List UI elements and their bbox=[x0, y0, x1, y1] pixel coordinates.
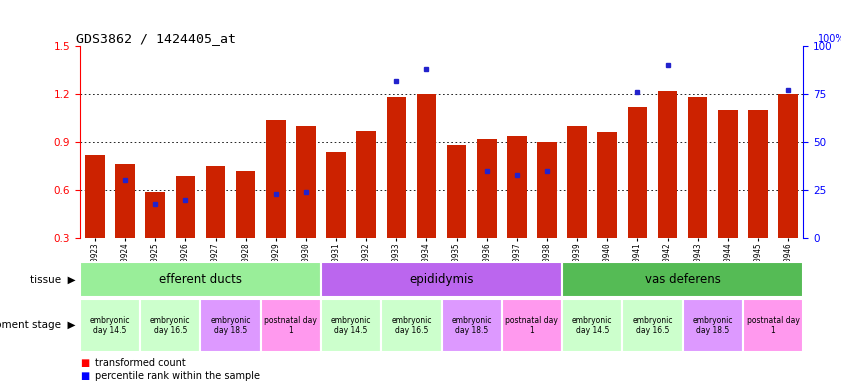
Bar bbox=[622, 299, 683, 352]
Bar bbox=[477, 139, 496, 238]
Text: embryonic
day 18.5: embryonic day 18.5 bbox=[692, 316, 733, 335]
Bar bbox=[748, 110, 768, 238]
Bar bbox=[387, 97, 406, 238]
Bar bbox=[200, 299, 261, 352]
Bar bbox=[447, 145, 467, 238]
Text: development stage  ▶: development stage ▶ bbox=[0, 320, 76, 331]
Bar bbox=[85, 155, 105, 238]
Bar bbox=[507, 136, 526, 238]
Bar bbox=[80, 299, 140, 352]
Text: embryonic
day 16.5: embryonic day 16.5 bbox=[150, 316, 191, 335]
Bar bbox=[568, 126, 587, 238]
Bar bbox=[296, 126, 315, 238]
Text: embryonic
day 14.5: embryonic day 14.5 bbox=[331, 316, 372, 335]
Text: embryonic
day 16.5: embryonic day 16.5 bbox=[391, 316, 431, 335]
Bar bbox=[778, 94, 798, 238]
Text: tissue  ▶: tissue ▶ bbox=[30, 274, 76, 285]
Bar bbox=[688, 97, 707, 238]
Text: embryonic
day 16.5: embryonic day 16.5 bbox=[632, 316, 673, 335]
Bar bbox=[562, 299, 622, 352]
Bar bbox=[416, 94, 436, 238]
Bar bbox=[627, 107, 648, 238]
Text: postnatal day
1: postnatal day 1 bbox=[505, 316, 558, 335]
Text: epididymis: epididymis bbox=[410, 273, 473, 286]
Bar bbox=[442, 299, 502, 352]
Text: GDS3862 / 1424405_at: GDS3862 / 1424405_at bbox=[77, 32, 236, 45]
Bar bbox=[115, 164, 135, 238]
Text: embryonic
day 18.5: embryonic day 18.5 bbox=[452, 316, 492, 335]
Bar bbox=[235, 171, 256, 238]
Bar bbox=[537, 142, 557, 238]
Bar bbox=[321, 299, 381, 352]
Bar bbox=[140, 299, 200, 352]
Text: postnatal day
1: postnatal day 1 bbox=[264, 316, 317, 335]
Bar bbox=[326, 152, 346, 238]
Text: percentile rank within the sample: percentile rank within the sample bbox=[95, 371, 260, 381]
Text: postnatal day
1: postnatal day 1 bbox=[747, 316, 800, 335]
Bar bbox=[502, 299, 562, 352]
Text: ■: ■ bbox=[80, 371, 89, 381]
Text: efferent ducts: efferent ducts bbox=[159, 273, 242, 286]
Text: vas deferens: vas deferens bbox=[645, 273, 721, 286]
Bar bbox=[381, 299, 442, 352]
Bar bbox=[80, 262, 321, 297]
Bar bbox=[743, 299, 803, 352]
Bar bbox=[562, 262, 803, 297]
Bar bbox=[357, 131, 376, 238]
Bar bbox=[718, 110, 738, 238]
Bar bbox=[176, 176, 195, 238]
Text: transformed count: transformed count bbox=[95, 358, 186, 368]
Text: embryonic
day 14.5: embryonic day 14.5 bbox=[572, 316, 612, 335]
Text: embryonic
day 14.5: embryonic day 14.5 bbox=[90, 316, 130, 335]
Bar bbox=[266, 120, 286, 238]
Bar bbox=[261, 299, 321, 352]
Text: ■: ■ bbox=[80, 358, 89, 368]
Bar bbox=[683, 299, 743, 352]
Bar bbox=[145, 192, 165, 238]
Text: embryonic
day 18.5: embryonic day 18.5 bbox=[210, 316, 251, 335]
Bar bbox=[658, 91, 677, 238]
Bar bbox=[321, 262, 562, 297]
Y-axis label: 100%: 100% bbox=[818, 34, 841, 44]
Bar bbox=[206, 166, 225, 238]
Bar bbox=[597, 132, 617, 238]
